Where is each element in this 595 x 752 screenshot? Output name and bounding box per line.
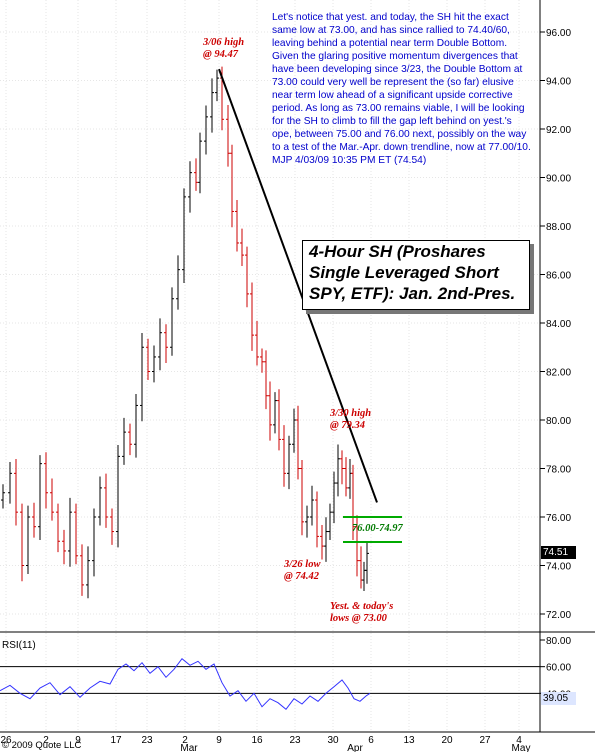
gap-range-label: 76.00-74.97 bbox=[352, 523, 403, 534]
commentary-text: Let's notice that yest. and today, the S… bbox=[272, 12, 531, 153]
time-tick-label: 26 bbox=[0, 735, 12, 746]
last-price-tag: 74.51 bbox=[541, 546, 576, 559]
price-tick-label: 78.00 bbox=[546, 465, 571, 476]
time-tick-label: 6 bbox=[368, 735, 374, 746]
candle-series bbox=[1, 66, 369, 599]
price-tick-label: 80.00 bbox=[546, 416, 571, 427]
copyright: © 2009 Quote LLC bbox=[2, 740, 82, 751]
chart-title-line-1: 4-Hour SH (Proshares bbox=[309, 242, 486, 261]
chart-title-box: 4-Hour SH (Proshares Single Leveraged Sh… bbox=[302, 240, 530, 310]
chart-title-line-3: SPY, ETF): Jan. 2nd-Pres. bbox=[309, 284, 516, 303]
time-tick-label: 27 bbox=[479, 735, 491, 746]
price-tick-label: 90.00 bbox=[546, 174, 571, 185]
price-tick-label: 72.00 bbox=[546, 610, 571, 621]
annotation-330-high-line1: 3/30 high bbox=[330, 408, 372, 419]
rsi-grid bbox=[0, 666, 540, 694]
annotation-current-lows: Yest. & today's lows @ 73.00 bbox=[330, 601, 393, 625]
month-label: May bbox=[512, 743, 531, 752]
price-tick-label: 84.00 bbox=[546, 319, 571, 330]
down-trendline bbox=[218, 68, 378, 503]
rsi-line bbox=[0, 657, 371, 711]
annotation-current-lows-line1: Yest. & today's bbox=[330, 601, 394, 612]
rsi-tick-label: 60.00 bbox=[546, 663, 571, 674]
price-tick-label: 76.00 bbox=[546, 513, 571, 524]
time-tick-label: 4 bbox=[516, 735, 522, 746]
annotation-326-low-line1: 3/26 low bbox=[284, 559, 321, 570]
price-tick-label: 88.00 bbox=[546, 222, 571, 233]
annotation-326-low: 3/26 low @ 74.42 bbox=[284, 559, 320, 583]
annotation-330-high: 3/30 high @ 79.34 bbox=[330, 408, 371, 432]
time-tick-label: 30 bbox=[327, 735, 339, 746]
annotation-current-lows-line2: lows @ 73.00 bbox=[330, 613, 387, 624]
time-tick-label: 9 bbox=[216, 735, 222, 746]
time-tick-label: 20 bbox=[441, 735, 453, 746]
month-label: Mar bbox=[180, 743, 198, 752]
price-axis-ticks: 96.00 94.00 92.00 90.00 88.00 86.00 84.00 82.00… bbox=[540, 28, 571, 621]
time-tick-label: 23 bbox=[289, 735, 301, 746]
price-grid bbox=[0, 31, 540, 615]
price-tick-label: 82.00 bbox=[546, 368, 571, 379]
annotation-326-low-line2: @ 74.42 bbox=[284, 571, 319, 582]
time-tick-label: 23 bbox=[141, 735, 153, 746]
commentary-note: Let's notice that yest. and today, the S… bbox=[272, 11, 534, 167]
annotation-306-high: 3/06 high @ 94.47 bbox=[203, 37, 244, 61]
price-tick-label: 96.00 bbox=[546, 28, 571, 39]
rsi-label: RSI(11) bbox=[2, 640, 36, 651]
rsi-last-value-tag: 39.05 bbox=[541, 692, 576, 705]
rsi-tick-label: 80.00 bbox=[546, 636, 571, 647]
time-tick-label: 17 bbox=[110, 735, 122, 746]
time-tick-label: 2 bbox=[43, 735, 49, 746]
time-grid bbox=[5, 0, 520, 732]
chart-overlays bbox=[218, 68, 402, 543]
price-tick-label: 94.00 bbox=[546, 77, 571, 88]
price-tick-label: 86.00 bbox=[546, 271, 571, 282]
time-tick-label: 16 bbox=[251, 735, 263, 746]
month-label: Apr bbox=[347, 743, 363, 752]
annotation-330-high-line2: @ 79.34 bbox=[330, 420, 365, 431]
price-tick-label: 74.00 bbox=[546, 562, 571, 573]
commentary-signature: MJP 4/03/09 10:35 PM ET (74.54) bbox=[272, 155, 427, 166]
time-tick-label: 9 bbox=[75, 735, 81, 746]
annotation-306-high-line2: @ 94.47 bbox=[203, 49, 238, 60]
chart-title-line-2: Single Leveraged Short bbox=[309, 263, 499, 282]
annotation-306-high-line1: 3/06 high bbox=[203, 37, 245, 48]
time-tick-label: 2 bbox=[182, 735, 188, 746]
price-tick-label: 92.00 bbox=[546, 125, 571, 136]
time-tick-label: 13 bbox=[403, 735, 415, 746]
